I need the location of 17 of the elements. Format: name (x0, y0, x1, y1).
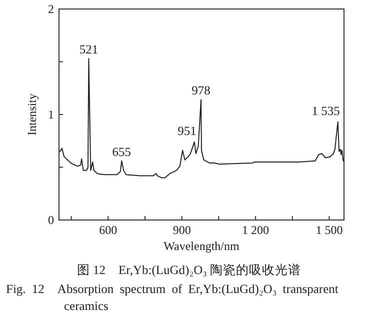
y-axis-title: Intensity (25, 94, 39, 136)
caption: 图 12 Er,Yb:(LuGd)₂O₃ 陶瓷的吸收光谱 (76, 262, 302, 279)
x-tick-label: 1 200 (242, 223, 270, 237)
x-tick-label: 600 (99, 223, 118, 237)
line-series (59, 58, 344, 178)
caption: Fig. 12 Absorption spectrum of Er,Yb:(LuGd)₂O₃ transparent ceramics (6, 281, 340, 315)
x-tick-label: 1 500 (316, 223, 343, 237)
y-tick-label: 1 (48, 108, 54, 122)
annotation: 951 (178, 124, 196, 138)
x-axis-title: Wavelength/nm (164, 239, 240, 253)
annotation: 521 (79, 42, 98, 57)
y-tick-label: 2 (48, 2, 54, 16)
annotation: 655 (112, 144, 132, 159)
annotation: 1 535 (312, 104, 340, 118)
x-tick-label: 900 (172, 223, 191, 237)
annotation: 978 (192, 84, 210, 98)
y-tick-label: 0 (48, 213, 54, 227)
